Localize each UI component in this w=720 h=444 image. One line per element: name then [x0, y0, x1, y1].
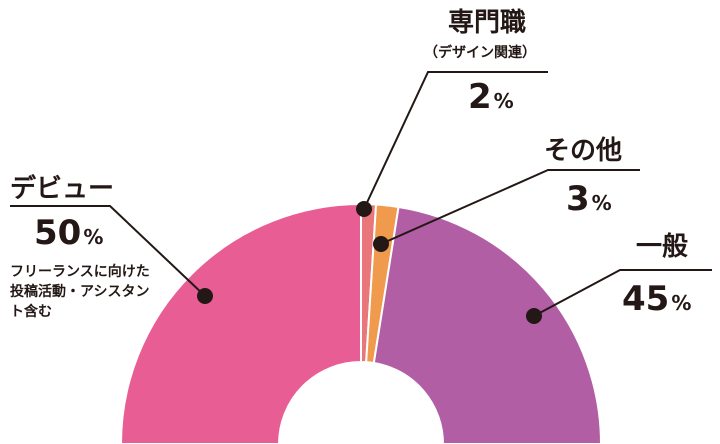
leader-debut-line — [10, 205, 206, 297]
leader-ippan-dot — [526, 308, 542, 324]
label-sonota: その他 — [544, 136, 623, 166]
leader-sonota-line — [380, 169, 640, 245]
label-senmon: 専門職 — [448, 8, 527, 38]
slice-ippan — [372, 205, 603, 444]
leader-sonota-dot — [373, 236, 389, 252]
slice-debut — [119, 202, 362, 444]
leader-ippan-line — [533, 269, 712, 317]
label-ippan: 一般 — [636, 232, 689, 262]
value-ippan: 45% — [622, 279, 692, 319]
leader-debut-dot — [197, 288, 213, 304]
value-senmon: 2% — [468, 77, 514, 117]
sublabel-senmon: （デザイン関連） — [424, 45, 536, 61]
label-debut: デビュー — [10, 174, 115, 204]
leader-senmon-dot — [356, 201, 372, 217]
note-debut: フリーランスに向けた投稿活動・アシスタント含む — [10, 264, 150, 320]
leader-senmon-line — [363, 71, 548, 210]
value-sonota: 3% — [566, 179, 612, 219]
value-debut: 50% — [34, 213, 104, 253]
